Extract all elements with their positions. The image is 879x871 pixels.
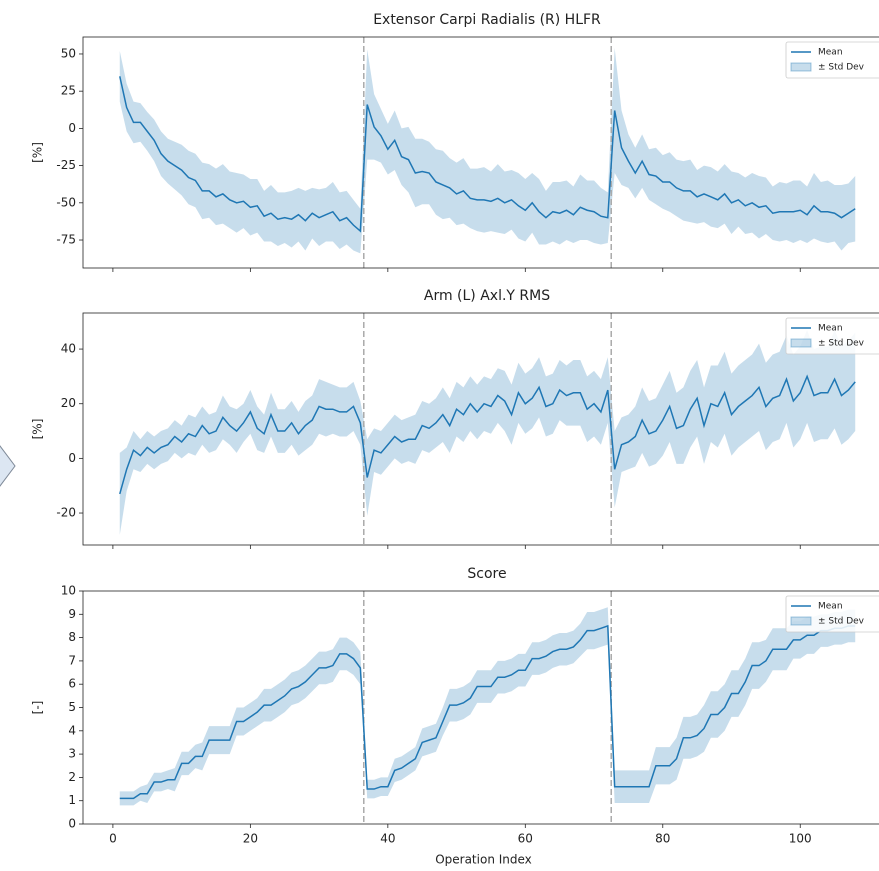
legend-box bbox=[785, 41, 879, 79]
legend-label: ± Std Dev bbox=[818, 339, 865, 349]
plot-area bbox=[119, 591, 856, 824]
y-tick-label: -75 bbox=[56, 233, 76, 247]
y-tick-label: 25 bbox=[61, 84, 76, 98]
y-tick-label: 7 bbox=[68, 653, 76, 667]
x-tick-label: 0 bbox=[109, 832, 117, 846]
chart-title: Score bbox=[467, 566, 506, 582]
legend-patch bbox=[790, 338, 812, 348]
std-band bbox=[119, 607, 856, 806]
chart-title: Arm (L) Axl.Y RMS bbox=[424, 288, 550, 304]
legend-patch bbox=[790, 62, 812, 72]
y-tick-label: -20 bbox=[56, 506, 76, 520]
plot-area bbox=[119, 313, 856, 545]
y-tick-label: -50 bbox=[56, 195, 76, 209]
side-arrow[interactable] bbox=[0, 438, 16, 494]
y-tick-label: 6 bbox=[68, 677, 76, 691]
y-tick-label: -25 bbox=[56, 158, 76, 172]
x-tick-label: 80 bbox=[655, 832, 670, 846]
legend-label: ± Std Dev bbox=[818, 63, 865, 73]
y-axis-label: [%] bbox=[31, 419, 45, 440]
x-tick-label: 20 bbox=[243, 832, 258, 846]
y-tick-label: 5 bbox=[68, 700, 76, 714]
legend-label: Mean bbox=[818, 324, 843, 334]
y-axis-label: [-] bbox=[31, 701, 45, 715]
y-tick-label: 8 bbox=[68, 630, 76, 644]
y-tick-label: 9 bbox=[68, 607, 76, 621]
legend-box bbox=[785, 317, 879, 355]
y-tick-label: 4 bbox=[68, 723, 76, 737]
legend-label: ± Std Dev bbox=[818, 617, 865, 627]
y-tick-label: 1 bbox=[68, 793, 76, 807]
x-tick-label: 40 bbox=[380, 832, 395, 846]
axes-frame bbox=[82, 312, 879, 546]
y-tick-label: 40 bbox=[61, 342, 76, 356]
y-tick-label: 3 bbox=[68, 747, 76, 761]
y-tick-label: 20 bbox=[61, 396, 76, 410]
legend-box bbox=[785, 595, 879, 633]
axes-frame bbox=[82, 36, 879, 269]
legend-label: Mean bbox=[818, 48, 843, 58]
mean-line bbox=[119, 76, 856, 233]
mean-line bbox=[119, 624, 856, 800]
legend-label: Mean bbox=[818, 602, 843, 612]
x-tick-label: 100 bbox=[789, 832, 812, 846]
y-tick-label: 0 bbox=[68, 451, 76, 465]
x-tick-label: 60 bbox=[518, 832, 533, 846]
y-tick-label: 10 bbox=[61, 584, 76, 598]
y-tick-label: 0 bbox=[68, 121, 76, 135]
y-tick-label: 0 bbox=[68, 817, 76, 831]
chart-title: Extensor Carpi Radialis (R) HLFR bbox=[373, 12, 601, 28]
plot-area bbox=[119, 37, 856, 268]
std-band bbox=[119, 329, 856, 535]
y-axis-label: [%] bbox=[31, 142, 45, 163]
std-band bbox=[119, 48, 856, 254]
legend-patch bbox=[790, 616, 812, 626]
mean-line bbox=[119, 374, 856, 495]
x-axis-label: Operation Index bbox=[435, 853, 532, 867]
y-tick-label: 2 bbox=[68, 770, 76, 784]
y-tick-label: 50 bbox=[61, 46, 76, 60]
